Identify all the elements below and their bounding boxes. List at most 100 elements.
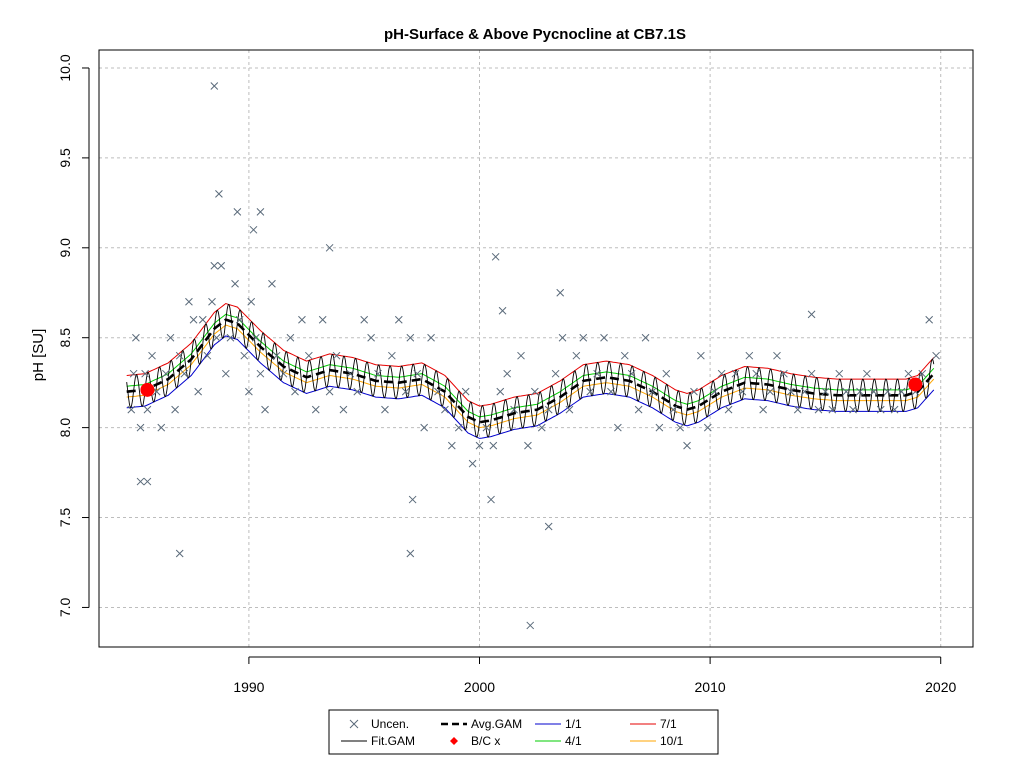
observation-point xyxy=(526,621,535,630)
observation-point xyxy=(339,405,348,414)
observation-point xyxy=(766,387,774,396)
observation-point xyxy=(136,477,145,486)
observation-point xyxy=(132,333,140,342)
observation-point xyxy=(738,387,747,396)
observation-point xyxy=(724,405,733,414)
observation-point xyxy=(491,252,500,261)
observation-point xyxy=(856,387,864,396)
observation-point xyxy=(318,315,327,324)
observation-point xyxy=(703,423,712,432)
observation-point xyxy=(447,441,456,450)
observation-point xyxy=(208,297,216,306)
chart-title: pH-Surface & Above Pycnocline at CB7.1S xyxy=(384,26,686,43)
observation-point xyxy=(614,423,622,432)
observation-point xyxy=(245,387,253,396)
observation-point xyxy=(745,351,754,360)
legend-label: 4/1 xyxy=(565,734,582,748)
observation-point xyxy=(427,333,435,342)
observation-point xyxy=(298,315,306,324)
observation-point xyxy=(189,315,198,324)
observation-point xyxy=(388,351,396,360)
observation-point xyxy=(325,387,334,396)
observation-point xyxy=(842,387,851,396)
observation-point xyxy=(141,369,149,378)
observation-point xyxy=(311,405,320,414)
observation-point xyxy=(786,387,795,396)
observation-point xyxy=(517,351,525,360)
observation-point xyxy=(807,310,816,319)
observation-point xyxy=(256,207,265,216)
observation-point xyxy=(814,405,823,414)
observation-point xyxy=(346,369,355,378)
observation-point xyxy=(171,405,179,414)
y-tick-label: 9.0 xyxy=(57,238,73,258)
observation-point xyxy=(475,441,484,450)
observation-point xyxy=(925,315,934,324)
observation-point xyxy=(918,369,927,378)
observation-point xyxy=(641,333,650,342)
x-tick-label: 2020 xyxy=(925,679,956,695)
observation-point xyxy=(510,405,518,414)
observation-point xyxy=(773,351,781,360)
observation-point xyxy=(607,387,615,396)
observation-point xyxy=(904,369,913,378)
observation-point xyxy=(558,333,567,342)
observation-point xyxy=(235,315,244,324)
observation-point xyxy=(194,387,203,396)
observation-point xyxy=(793,405,802,414)
observation-point xyxy=(932,351,940,360)
observation-point xyxy=(291,387,299,396)
legend-label: Avg.GAM xyxy=(471,717,522,731)
observation-point xyxy=(247,297,256,306)
observation-point xyxy=(655,423,664,432)
avg-gam-line xyxy=(126,318,935,424)
observation-point xyxy=(408,495,417,504)
observation-point xyxy=(828,405,837,414)
observation-point xyxy=(185,297,193,306)
observation-point xyxy=(835,369,844,378)
series-line-10-1 xyxy=(126,324,935,429)
observation-point xyxy=(634,405,643,414)
observation-point xyxy=(593,369,601,378)
observation-point xyxy=(524,441,532,450)
observation-point xyxy=(143,477,152,486)
observation-point xyxy=(325,243,334,252)
observation-point xyxy=(498,306,507,315)
observation-point xyxy=(332,351,341,360)
observation-point xyxy=(690,387,698,396)
observation-point xyxy=(441,405,449,414)
observation-point xyxy=(454,423,463,432)
observation-point xyxy=(876,405,885,414)
observation-point xyxy=(268,279,276,288)
observation-point xyxy=(586,387,595,396)
observation-point xyxy=(198,315,207,324)
observation-point xyxy=(565,405,574,414)
observation-point xyxy=(544,522,553,531)
y-tick-label: 10.0 xyxy=(57,54,73,81)
observation-point xyxy=(468,459,477,468)
series-line-7-1 xyxy=(126,302,935,407)
observation-point xyxy=(394,315,403,324)
observation-point xyxy=(496,387,505,396)
observation-point xyxy=(579,333,588,342)
observation-point xyxy=(221,369,230,378)
plot-frame xyxy=(98,49,974,648)
observation-point xyxy=(162,369,170,378)
observation-point xyxy=(897,387,906,396)
legend-symbol-uncen xyxy=(349,719,359,729)
observation-point xyxy=(175,351,184,360)
x-tick-label: 2000 xyxy=(464,679,495,695)
bc-point xyxy=(140,382,155,397)
y-axis-title: pH [SU] xyxy=(30,329,47,382)
observation-point xyxy=(849,405,857,414)
observation-point xyxy=(215,190,223,198)
observation-point xyxy=(136,423,145,432)
observation-point xyxy=(240,351,249,360)
observation-point xyxy=(127,405,136,414)
observation-point xyxy=(869,387,878,396)
legend-symbol-bc xyxy=(450,737,458,745)
observation-point xyxy=(759,405,768,414)
observation-point xyxy=(544,405,553,414)
observation-point xyxy=(251,333,260,342)
